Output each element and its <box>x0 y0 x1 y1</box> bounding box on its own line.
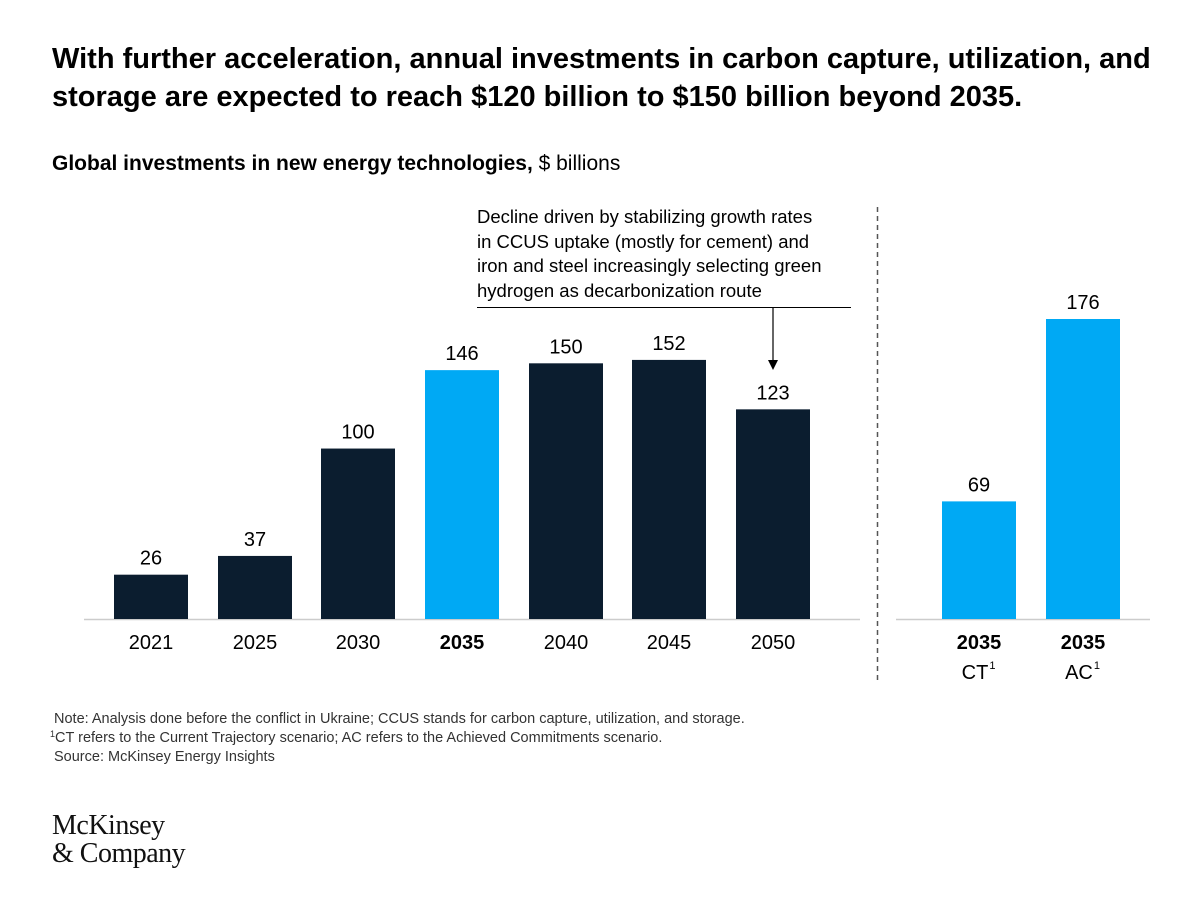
annotation-line: in CCUS uptake (mostly for cement) and <box>477 230 810 252</box>
annotation-line: Decline driven by stabilizing growth rat… <box>477 206 813 227</box>
footnote-marker: 1 <box>1094 660 1100 672</box>
subtitle-bold: Global investments in new energy technol… <box>52 152 533 175</box>
bar <box>425 370 499 619</box>
bar-value-label: 26 <box>140 548 162 570</box>
x-tick-label: 2030 <box>336 632 381 654</box>
subtitle-unit: $ billions <box>532 152 621 175</box>
x-tick-label: 2035 <box>440 632 485 654</box>
x-tick-label: 2050 <box>751 632 796 654</box>
x-tick-label: 2045 <box>647 632 692 654</box>
mckinsey-logo: McKinsey & Company <box>52 810 186 869</box>
bar-value-label: 100 <box>341 422 374 444</box>
chart-headline: With further acceleration, annual invest… <box>52 43 1151 113</box>
footnote-line: 1CT refers to the Current Trajectory sce… <box>50 729 745 748</box>
bar-value-label: 37 <box>244 529 266 551</box>
logo-line: & Company <box>52 838 186 869</box>
bar <box>736 409 810 619</box>
bar <box>321 448 395 619</box>
x-tick-label: 2025 <box>233 632 278 654</box>
annotation-line: iron and steel increasingly selecting gr… <box>477 255 822 276</box>
bar-value-label: 123 <box>756 382 789 404</box>
x-tick-label: 2021 <box>129 632 174 654</box>
bar-value-label: 176 <box>1066 292 1099 314</box>
footnote-marker: 1 <box>989 660 995 672</box>
logo-line: McKinsey <box>52 810 165 841</box>
x-tick-sublabel: CT <box>962 662 989 684</box>
x-tick-label: 2040 <box>544 632 589 654</box>
x-tick-label: 2035 <box>957 632 1002 654</box>
bar-value-label: 146 <box>445 343 478 365</box>
footnotes: Note: Analysis done before the conflict … <box>50 710 745 767</box>
note-line: Note: Analysis done before the conflict … <box>54 711 745 727</box>
bar <box>942 501 1016 619</box>
annotation-line: hydrogen as decarbonization route <box>477 279 762 301</box>
bar <box>1046 319 1120 619</box>
footnote-text: CT refers to the Current Trajectory scen… <box>55 730 663 746</box>
x-tick-sublabel: AC <box>1065 662 1093 684</box>
x-tick-label: 2035 <box>1061 632 1106 654</box>
source-line: Source: McKinsey Energy Insights <box>54 749 275 765</box>
bar <box>529 363 603 619</box>
bar-value-label: 152 <box>652 333 685 355</box>
annotation-arrowhead <box>768 360 778 370</box>
bar <box>632 359 706 619</box>
bar-value-label: 69 <box>968 474 990 496</box>
bar <box>114 574 188 619</box>
footnote-marker: 1 <box>50 729 56 739</box>
bar <box>218 555 292 619</box>
bar-value-label: 150 <box>549 336 582 358</box>
decline-annotation: Decline driven by stabilizing growth rat… <box>477 205 857 303</box>
chart-subtitle: Global investments in new energy technol… <box>52 150 620 178</box>
